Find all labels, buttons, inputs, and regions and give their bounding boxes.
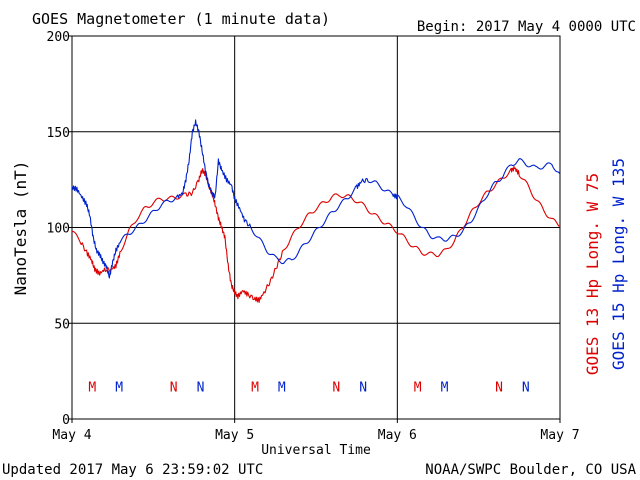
marker-m-9: M bbox=[441, 380, 449, 395]
x-tick-label-2: May 6 bbox=[378, 428, 417, 443]
grid-lines bbox=[72, 36, 560, 419]
marker-n-7: N bbox=[359, 380, 367, 395]
x-tick-label-3: May 7 bbox=[540, 428, 579, 443]
chart-title: GOES Magnetometer (1 minute data) bbox=[32, 10, 330, 28]
y-tick-label-200: 200 bbox=[47, 30, 70, 45]
series-line-goes13 bbox=[71, 165, 561, 303]
marker-m-8: M bbox=[414, 380, 422, 395]
begin-timestamp: Begin: 2017 May 4 0000 UTC bbox=[417, 19, 636, 35]
marker-n-2: N bbox=[170, 380, 178, 395]
updated-timestamp: Updated 2017 May 6 23:59:02 UTC bbox=[2, 462, 263, 478]
x-tick-label-0: May 4 bbox=[52, 428, 91, 443]
y-tick-label-50: 50 bbox=[54, 317, 70, 332]
marker-n-10: N bbox=[495, 380, 503, 395]
marker-m-4: M bbox=[251, 380, 259, 395]
marker-n-6: N bbox=[332, 380, 340, 395]
series-lines bbox=[71, 119, 561, 303]
y-axis-label: NanoTesla (nT) bbox=[11, 161, 30, 296]
series-line-goes15 bbox=[71, 119, 561, 279]
legend-goes15: GOES 15 Hp Long. W 135 bbox=[609, 158, 628, 370]
marker-n-3: N bbox=[197, 380, 205, 395]
x-axis-label: Universal Time bbox=[261, 443, 371, 458]
marker-m-5: M bbox=[278, 380, 286, 395]
y-tick-label-150: 150 bbox=[47, 126, 70, 141]
marker-m-0: M bbox=[88, 380, 96, 395]
legend-goes13: GOES 13 Hp Long. W 75 bbox=[583, 173, 602, 375]
x-tick-label-1: May 5 bbox=[215, 428, 254, 443]
y-tick-label-0: 0 bbox=[62, 413, 70, 428]
marker-m-1: M bbox=[115, 380, 123, 395]
credit-text: NOAA/SWPC Boulder, CO USA bbox=[425, 462, 636, 478]
y-axis-ticks: 0 50 100 150 200 bbox=[47, 30, 72, 428]
marker-n-11: N bbox=[522, 380, 530, 395]
x-axis-ticks: May 4 May 5 May 6 May 7 bbox=[52, 419, 580, 443]
y-tick-label-100: 100 bbox=[47, 222, 70, 237]
